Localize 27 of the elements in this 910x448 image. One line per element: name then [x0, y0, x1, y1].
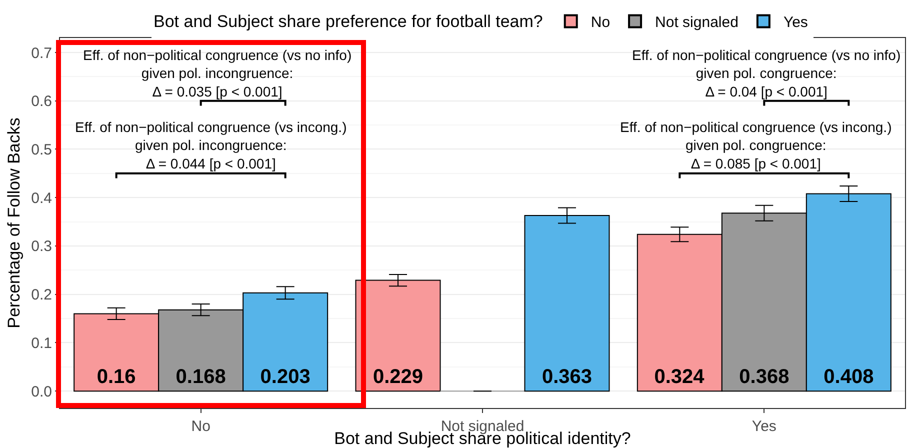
y-tick-label: 0.6 — [31, 93, 52, 110]
y-tick-label: 0.7 — [31, 44, 52, 62]
annotation: Eff. of non−political congruence (vs incong.) given pol. incongruence: Δ = 0.044 [p < 0.001] — [75, 119, 347, 172]
y-tick-label: 0.2 — [31, 286, 52, 304]
y-tick-label: 0.5 — [31, 141, 52, 158]
y-tick-label: 0.4 — [31, 190, 52, 207]
data-label: 0.203 — [260, 366, 310, 388]
legend-title: Bot and Subject share preference for football team? — [154, 12, 543, 32]
annotation: Eff. of non−political congruence (vs no info) given pol. incongruence: Δ = 0.035 [p < 0.001] — [83, 47, 352, 100]
y-axis-title: Percentage of Follow Backs — [4, 118, 24, 328]
data-label: 0.324 — [654, 366, 706, 388]
y-tick-label: 0.1 — [31, 334, 52, 352]
annotation: Eff. of non−political congruence (vs incong.) given pol. congruence: Δ = 0.085 [p < 0.001] — [620, 119, 892, 172]
data-label: 0.368 — [739, 366, 790, 388]
legend-label: Yes — [783, 14, 808, 32]
x-tick-label: No — [191, 418, 210, 435]
data-label: 0.363 — [542, 366, 592, 388]
annotation: Eff. of non−political congruence (vs no info) given pol. congruence: Δ = 0.04 [p < 0.001] — [632, 47, 901, 100]
legend-label: Not signaled — [655, 14, 738, 32]
data-label: 0.408 — [824, 366, 874, 388]
y-tick-label: 0.3 — [31, 238, 52, 256]
data-label: 0.16 — [96, 366, 136, 388]
data-label: 0.229 — [372, 366, 424, 388]
y-tick-label: 0.0 — [31, 383, 52, 400]
data-label: 0.168 — [176, 366, 226, 388]
x-tick-label: Yes — [752, 418, 776, 435]
legend-label: No — [590, 14, 610, 32]
